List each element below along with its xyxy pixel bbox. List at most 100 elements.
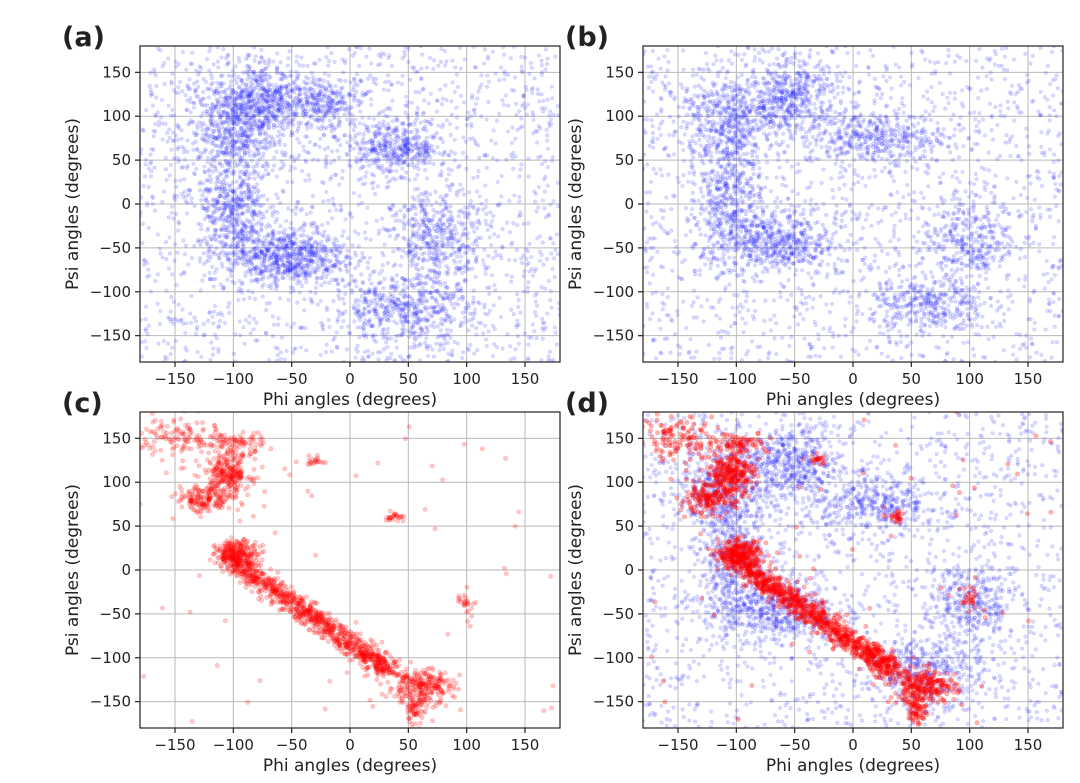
data-point-blue bbox=[237, 278, 242, 283]
data-point-blue bbox=[398, 208, 403, 213]
data-point-blue bbox=[391, 264, 396, 269]
data-point-blue bbox=[482, 302, 487, 307]
data-point-blue bbox=[189, 196, 194, 201]
data-point-blue bbox=[256, 91, 261, 96]
data-point-blue bbox=[229, 149, 234, 154]
data-point-blue bbox=[428, 55, 433, 61]
data-point-blue bbox=[294, 247, 299, 252]
data-point-blue bbox=[282, 73, 287, 78]
data-point-blue bbox=[402, 53, 407, 58]
data-point-blue bbox=[207, 246, 212, 251]
data-point-blue bbox=[367, 287, 372, 292]
data-point-blue bbox=[327, 124, 332, 129]
data-point-blue bbox=[533, 191, 538, 196]
data-point-blue bbox=[435, 258, 440, 263]
data-point-blue bbox=[347, 330, 352, 336]
data-point-blue bbox=[392, 358, 397, 362]
data-point-blue bbox=[335, 287, 341, 293]
data-point-blue bbox=[460, 242, 465, 247]
data-point-blue bbox=[364, 54, 369, 59]
data-point-blue bbox=[275, 51, 280, 56]
data-point-blue bbox=[357, 151, 362, 156]
data-point-blue bbox=[236, 114, 241, 119]
data-point-blue bbox=[243, 133, 248, 138]
data-point-blue bbox=[524, 262, 530, 267]
data-point-blue bbox=[239, 203, 244, 208]
data-point-blue bbox=[280, 84, 285, 90]
data-point-blue bbox=[171, 299, 176, 304]
data-point-blue bbox=[208, 117, 213, 123]
data-point-blue bbox=[217, 324, 222, 329]
data-point-blue bbox=[226, 192, 231, 197]
data-point-blue bbox=[459, 254, 464, 259]
data-point-blue bbox=[224, 235, 229, 240]
data-point-blue bbox=[351, 146, 356, 151]
data-point-blue bbox=[184, 107, 189, 112]
data-point-blue bbox=[366, 310, 371, 315]
data-point-blue bbox=[446, 225, 451, 230]
data-point-blue bbox=[415, 150, 421, 155]
data-point-blue bbox=[466, 267, 472, 272]
data-point-blue bbox=[351, 93, 356, 99]
data-point-blue bbox=[456, 165, 461, 170]
data-point-blue bbox=[230, 138, 235, 143]
data-point-blue bbox=[348, 144, 353, 149]
data-point-blue bbox=[301, 245, 306, 250]
data-point-blue bbox=[413, 246, 418, 251]
data-point-blue bbox=[455, 341, 461, 346]
data-point-blue bbox=[296, 273, 302, 278]
data-point-blue bbox=[378, 350, 383, 355]
data-point-blue bbox=[305, 63, 310, 68]
data-point-blue bbox=[354, 72, 360, 77]
data-point-blue bbox=[246, 63, 251, 69]
data-point-blue bbox=[308, 221, 313, 226]
data-point-blue bbox=[387, 234, 393, 239]
data-point-blue bbox=[288, 155, 293, 160]
data-point-blue bbox=[483, 152, 488, 158]
data-point-blue bbox=[408, 345, 413, 350]
data-point-blue bbox=[247, 134, 252, 139]
data-point-blue bbox=[376, 140, 381, 145]
data-point-blue bbox=[197, 259, 203, 264]
data-point-blue bbox=[175, 138, 180, 143]
data-point-blue bbox=[353, 229, 358, 234]
data-point-blue bbox=[409, 100, 415, 105]
data-point-blue bbox=[465, 216, 471, 221]
data-point-blue bbox=[390, 310, 396, 315]
data-point-blue bbox=[235, 232, 240, 237]
data-point-blue bbox=[244, 56, 249, 62]
data-point-blue bbox=[224, 115, 230, 120]
data-point-blue bbox=[533, 293, 538, 298]
data-point-blue bbox=[344, 263, 349, 268]
data-point-blue bbox=[305, 267, 310, 273]
data-point-blue bbox=[527, 241, 532, 247]
data-point-blue bbox=[444, 118, 449, 123]
data-point-blue bbox=[321, 132, 326, 137]
data-point-blue bbox=[141, 258, 146, 263]
data-point-blue bbox=[196, 221, 201, 226]
data-point-blue bbox=[248, 138, 254, 143]
data-point-blue bbox=[427, 344, 433, 349]
data-point-blue bbox=[251, 138, 256, 143]
data-point-blue bbox=[258, 99, 264, 105]
data-point-blue bbox=[148, 93, 153, 98]
data-point-blue bbox=[370, 351, 375, 356]
data-point-blue bbox=[189, 61, 194, 66]
data-point-blue bbox=[355, 325, 360, 330]
data-point-blue bbox=[166, 315, 171, 320]
data-point-blue bbox=[471, 248, 476, 253]
data-point-blue bbox=[230, 242, 235, 247]
data-point-blue bbox=[201, 150, 206, 155]
data-point-blue bbox=[362, 358, 367, 362]
data-point-blue bbox=[253, 153, 258, 158]
data-point-blue bbox=[382, 293, 387, 298]
data-point-blue bbox=[440, 161, 445, 166]
data-point-blue bbox=[324, 342, 329, 347]
data-point-blue bbox=[517, 109, 522, 114]
data-point-blue bbox=[294, 54, 300, 59]
data-point-blue bbox=[500, 245, 505, 250]
data-point-blue bbox=[223, 126, 228, 131]
data-point-blue bbox=[239, 126, 244, 131]
data-point-blue bbox=[472, 107, 477, 112]
data-point-blue bbox=[484, 222, 489, 227]
